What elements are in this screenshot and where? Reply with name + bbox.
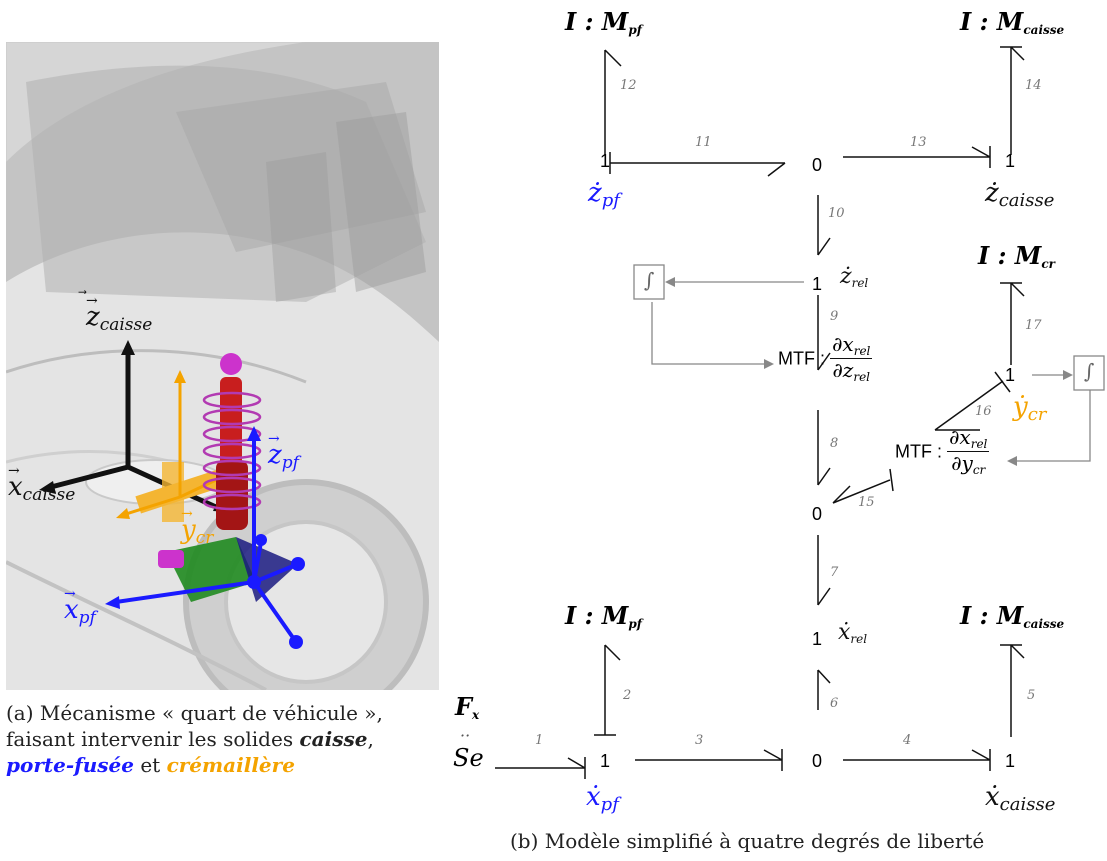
bond-number-7: 7 [830,565,839,580]
caption-a-line2: faisant intervenir les solides caisse, [6,727,374,751]
flow-z-caisse: żcaisse [985,178,1055,211]
junction-0-mid: 0 [812,504,823,524]
flow-y-cr: ẏcr [1013,392,1047,425]
bond-number-5: 5 [1027,688,1036,703]
integrator-symbol-2: ∫ [1084,359,1095,383]
bond-number-8: 8 [830,436,839,451]
junction-0-bottom: 0 [812,751,823,771]
vehicle-illustration [6,42,439,690]
bond-number-9: 9 [830,309,839,324]
inertia-caisse-bottom: I : Mcaisse [960,601,1065,631]
caption-b: (b) Modèle simplifié à quatre degrés de … [510,829,985,853]
bond-number-14: 14 [1025,78,1042,93]
source-force: Fx [455,692,480,722]
bond-number-6: 6 [830,696,839,711]
flow-x-rel: ẋrel [838,620,868,646]
bond-number-13: 13 [910,135,927,150]
junction-1-xrel: 1 [812,629,823,649]
junction-1-zcaisse: 1 [1005,151,1016,171]
inertia-pf-bottom: I : Mpf [565,601,642,631]
junction-1-xcaisse: 1 [1005,751,1016,771]
axis-label-x-caisse: x → caisse [8,463,76,505]
axis-label-z-pf: z → pf [268,431,299,473]
inertia-caisse-top: I : Mcaisse [960,7,1065,37]
axis-label-y-cr: y → cr [181,506,214,548]
caption-portefusee: porte-fusée [6,753,134,777]
bond-number-1: 1 [535,733,544,748]
mtf-ycr: MTF : ∂xrel ∂ycr [895,425,990,477]
bond-number-3: 3 [695,733,704,748]
panel-a: z⃗→caisse x→caisse z→pf y→cr x→pf [6,42,439,690]
source-se: Se [453,744,484,772]
inertia-pf-top: I : Mpf [565,7,642,37]
rack-cremaillere [116,370,227,522]
caption-cremaillere: crémaillère [166,753,295,777]
bond-number-2: 2 [623,688,632,703]
caption-a-line1: (a) Mécanisme « quart de véhicule », [6,701,383,725]
flow-x-pf: ẋpf [586,782,619,815]
bond-number-16: 16 [975,404,992,419]
bond-number-4: 4 [903,733,912,748]
bond-number-17: 17 [1025,318,1042,333]
bond-number-11: 11 [695,135,712,150]
porte-fusee [105,426,305,649]
flow-z-rel: żrel [840,264,869,290]
junction-1-ycr: 1 [1005,365,1016,385]
integrator-symbol-1: ∫ [644,268,655,292]
junction-1-xpf: 1 [600,751,611,771]
axis-label-x-pf: x → pf [64,586,96,628]
bond-number-15: 15 [858,495,875,510]
flow-z-pf: żpf [588,178,620,211]
junction-1-zpf: 1 [600,151,611,171]
caption-a: (a) Mécanisme « quart de véhicule », fai… [6,700,446,778]
damper [202,353,262,530]
junction-0-top: 0 [812,155,823,175]
integrator-box-2 [1073,355,1105,391]
axis-label-z-caisse: z⃗→caisse [86,293,153,335]
mtf-zrel: MTF : ∂xrel ∂zrel [778,332,873,384]
flow-x-caisse: ẋcaisse [985,782,1056,815]
caption-caisse: caisse [299,727,368,751]
bond-number-10: 10 [828,206,845,221]
inertia-cr: I : Mcr [978,241,1056,271]
integrator-box-1 [633,264,665,300]
bond-number-12: 12 [620,78,637,93]
junction-1-zrel: 1 [812,274,823,294]
source-dots: ·· [460,726,471,745]
caption-a-line3: porte-fusée et crémaillère [6,753,295,777]
